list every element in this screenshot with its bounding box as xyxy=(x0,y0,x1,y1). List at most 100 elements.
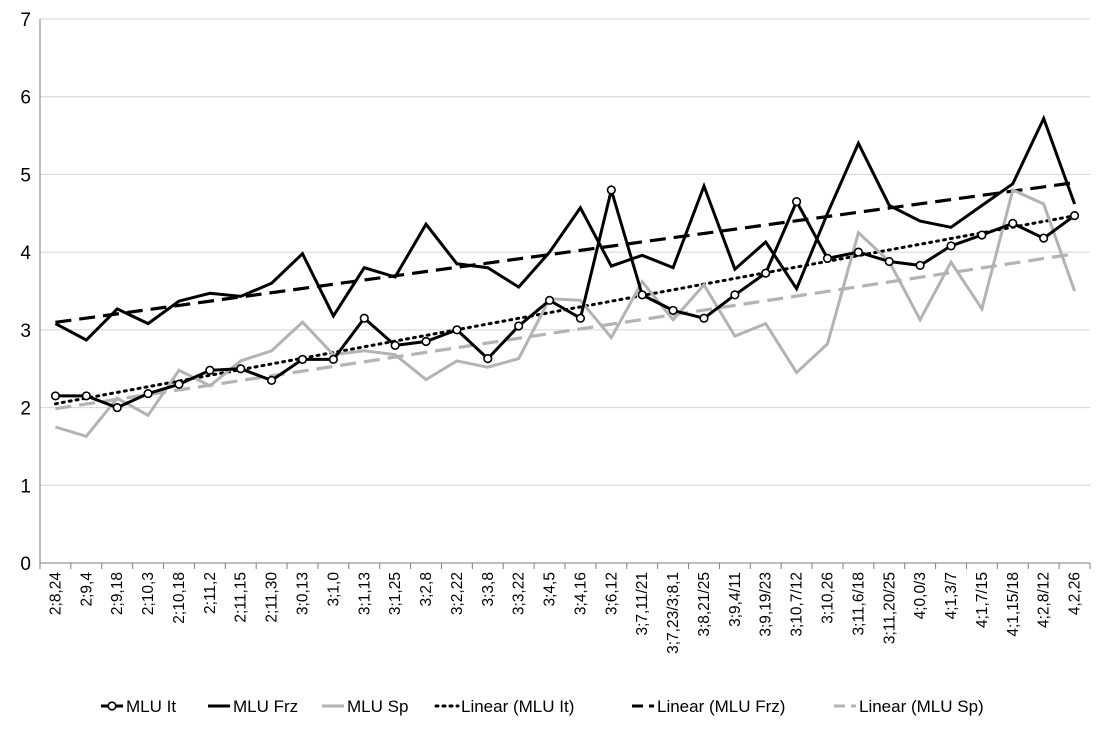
x-tick-label: 4;1,15/18 xyxy=(1005,572,1022,637)
x-axis-ticks: 2;8,24 2;9,4 2;9,18 2;10,3 2;10,18 2;11,2 2;11… xyxy=(39,563,1091,654)
trendlines xyxy=(53,181,1077,411)
x-tick-label: 3;11,6/18 xyxy=(850,572,867,636)
data-point-mlu-it xyxy=(977,230,987,240)
trendline-linear-mlu-sp xyxy=(55,252,1075,411)
legend-label: MLU Sp xyxy=(347,697,408,716)
data-point-mlu-it xyxy=(50,391,61,401)
series-line-mlu-frz xyxy=(54,114,1077,342)
data-point-mlu-it xyxy=(637,290,647,300)
data-point-mlu-it xyxy=(946,241,956,251)
data-point-mlu-it xyxy=(514,321,524,331)
x-tick-label: 2;11,15 xyxy=(233,572,250,623)
y-tick-label: 1 xyxy=(20,476,31,497)
x-tick-label: 2;10,18 xyxy=(171,572,188,624)
x-tick-label: 2;10,3 xyxy=(140,572,157,615)
y-tick-label: 3 xyxy=(20,321,31,342)
data-point-mlu-it xyxy=(1039,233,1049,243)
legend-item-mlu-it: MLU It xyxy=(101,697,176,716)
x-tick-label: 3;9,19/23 xyxy=(758,572,775,637)
x-tick-label: 2;8,24 xyxy=(47,572,64,615)
y-tick-label: 7 xyxy=(20,10,31,31)
data-point-mlu-it xyxy=(112,402,122,413)
x-tick-label: 2;9,18 xyxy=(109,572,126,615)
data-point-mlu-it xyxy=(452,325,462,335)
data-point-mlu-it xyxy=(606,185,616,195)
x-tick-label: 2;11,2 xyxy=(202,572,219,614)
data-point-mlu-it xyxy=(853,247,863,257)
y-tick-label: 0 xyxy=(20,554,31,575)
data-point-mlu-it xyxy=(328,354,338,364)
x-tick-label: 4;0,0/3 xyxy=(912,572,929,619)
x-tick-label: 3;7,23/3;8,1 xyxy=(665,572,682,654)
legend-item-linear-mlu-it: Linear (MLU It) xyxy=(434,697,574,716)
data-point-mlu-it xyxy=(884,256,894,267)
data-point-mlu-it xyxy=(668,305,678,316)
data-point-mlu-it xyxy=(544,295,555,305)
x-tick-label: 3;2,8 xyxy=(418,572,435,606)
data-point-mlu-it xyxy=(699,313,709,323)
data-point-mlu-it xyxy=(390,340,400,351)
legend-label: MLU It xyxy=(126,697,176,716)
legend-item-mlu-sp: MLU Sp xyxy=(322,697,408,716)
x-tick-label: 3;1,25 xyxy=(387,572,404,615)
x-tick-label: 3;10,7/12 xyxy=(789,572,806,637)
data-point-mlu-it xyxy=(421,336,431,347)
data-point-mlu-it xyxy=(236,364,246,374)
y-axis-ticks: 0 1 2 3 4 5 6 7 xyxy=(20,10,31,575)
data-point-mlu-it xyxy=(1008,218,1018,228)
data-point-mlu-it xyxy=(792,197,802,207)
legend-label: Linear (MLU Sp) xyxy=(859,697,984,716)
x-tick-label: 4;2,8/12 xyxy=(1036,572,1053,628)
y-tick-label: 2 xyxy=(20,399,31,420)
series-lines xyxy=(50,114,1080,439)
x-tick-label: 4;1,7/15 xyxy=(974,572,991,628)
legend-item-linear-mlu-sp: Linear (MLU Sp) xyxy=(834,697,984,716)
data-point-mlu-it xyxy=(267,375,277,385)
x-tick-label: 2;11,30 xyxy=(264,572,281,623)
x-tick-label: 3;0,13 xyxy=(295,572,312,615)
gridlines xyxy=(39,18,1090,564)
x-tick-label: 3;3,8 xyxy=(480,572,497,606)
data-point-mlu-it xyxy=(81,391,91,401)
y-tick-label: 4 xyxy=(20,243,31,264)
legend-marker xyxy=(107,701,117,711)
x-tick-label: 3;1,13 xyxy=(356,572,373,615)
series-line-mlu-it xyxy=(55,184,1076,410)
data-point-mlu-it xyxy=(297,354,308,364)
data-point-mlu-it xyxy=(730,290,740,300)
x-tick-label: 4;1,3/7 xyxy=(943,572,960,619)
data-point-mlu-it xyxy=(359,313,369,323)
x-tick-label: 4,2,26 xyxy=(1067,572,1084,615)
data-point-mlu-it xyxy=(143,388,153,399)
x-tick-label: 3;11,20/25 xyxy=(881,572,898,644)
x-tick-label: 3;8,21/25 xyxy=(696,572,713,637)
data-point-mlu-it xyxy=(483,354,493,364)
legend-label: Linear (MLU Frz) xyxy=(657,697,785,716)
x-tick-label: 3;2,22 xyxy=(449,572,466,615)
x-tick-label: 3;1,0 xyxy=(325,572,342,607)
data-point-mlu-it xyxy=(1069,211,1080,221)
x-tick-label: 3;4,5 xyxy=(542,572,559,606)
y-tick-label: 5 xyxy=(20,165,31,186)
x-tick-label: 3;7,11/21 xyxy=(634,572,651,636)
data-point-mlu-it xyxy=(915,260,925,270)
legend: MLU It MLU Frz MLU Sp Linear (MLU It) Linear… xyxy=(101,697,984,716)
legend-item-mlu-frz: MLU Frz xyxy=(208,697,298,716)
x-tick-label: 3;3,22 xyxy=(511,572,528,615)
y-tick-label: 6 xyxy=(20,88,31,109)
data-point-mlu-it xyxy=(575,313,586,323)
data-point-mlu-it xyxy=(174,379,184,389)
x-tick-label: 3;10,26 xyxy=(820,572,837,624)
data-point-mlu-it xyxy=(205,365,215,375)
legend-item-linear-mlu-frz: Linear (MLU Frz) xyxy=(632,697,785,716)
x-tick-label: 3;6,12 xyxy=(603,572,620,615)
x-tick-label: 3;4,16 xyxy=(572,572,589,615)
data-point-mlu-it xyxy=(822,253,833,263)
series-line-mlu-sp xyxy=(54,187,1077,439)
trendline-linear-mlu-frz xyxy=(55,181,1075,324)
legend-label: MLU Frz xyxy=(233,697,298,716)
data-point-mlu-it xyxy=(761,268,771,278)
legend-label: Linear (MLU It) xyxy=(461,697,574,716)
x-tick-label: 2;9,4 xyxy=(78,572,95,607)
